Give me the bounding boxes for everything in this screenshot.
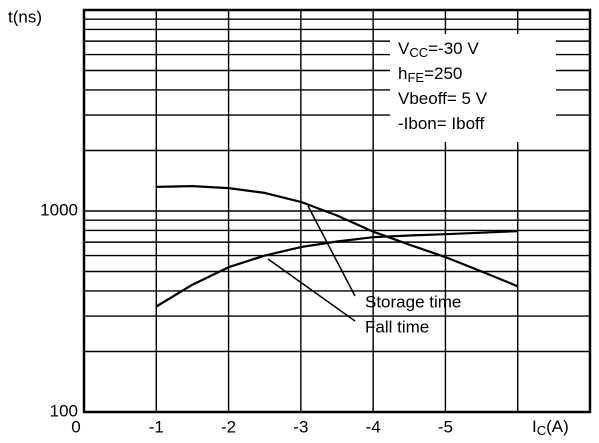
text-part: I bbox=[532, 417, 537, 436]
text-part: (A) bbox=[546, 417, 569, 436]
x-tick-label: 0 bbox=[71, 417, 80, 436]
y-tick-label: 1000 bbox=[40, 200, 78, 219]
note-box bbox=[390, 34, 556, 142]
y-tick-label: 100 bbox=[50, 401, 78, 420]
text-part: V bbox=[398, 39, 410, 58]
leader-line bbox=[267, 258, 356, 322]
x-axis-label: IC(A) bbox=[532, 417, 569, 438]
note: Vbeoff= 5 V bbox=[398, 89, 488, 108]
note: VCC=-30 V bbox=[398, 39, 479, 60]
plot-frame bbox=[82, 8, 592, 414]
series-line bbox=[155, 230, 518, 308]
text-part: -Ibon= Iboff bbox=[398, 114, 484, 133]
y-axis-label: t(ns) bbox=[8, 7, 42, 26]
series-label: Storage time bbox=[365, 292, 461, 311]
text-part: C bbox=[537, 423, 546, 438]
text-part: =-30 V bbox=[428, 39, 479, 58]
x-tick-label: -1 bbox=[149, 417, 164, 436]
text-part: FE bbox=[407, 70, 424, 85]
series-line bbox=[156, 185, 519, 288]
note: -Ibon= Iboff bbox=[398, 114, 484, 133]
text-part: h bbox=[398, 64, 407, 83]
x-tick-label: -5 bbox=[438, 417, 453, 436]
x-tick-label: -3 bbox=[293, 417, 308, 436]
x-tick-label: -2 bbox=[221, 417, 236, 436]
text-part: Vbeoff= 5 V bbox=[398, 89, 488, 108]
x-tick-label: -4 bbox=[366, 417, 381, 436]
text-part: CC bbox=[409, 45, 428, 60]
leader-line bbox=[307, 205, 356, 297]
note: hFE=250 bbox=[398, 64, 462, 85]
series-label: Fall time bbox=[365, 317, 429, 336]
text-part: =250 bbox=[424, 64, 462, 83]
